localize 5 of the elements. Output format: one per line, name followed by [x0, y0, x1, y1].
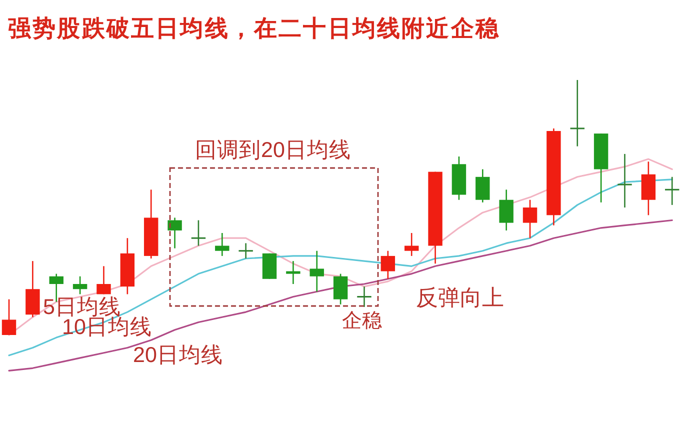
annotation: 企稳	[342, 310, 382, 332]
series-label: 20日均线	[133, 343, 223, 367]
chart-title: 强势股跌破五日均线，在二十日均线附近企稳	[8, 15, 500, 41]
annotation: 反弹向上	[416, 285, 504, 310]
annotation: 回调到20日均线	[195, 138, 351, 162]
